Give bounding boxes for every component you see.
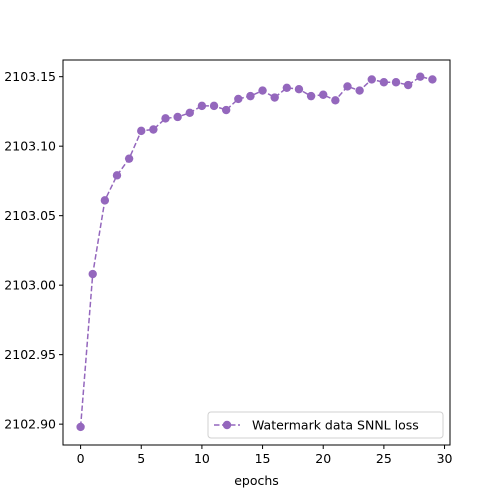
- x-tick-label: 0: [77, 451, 85, 466]
- data-point: [246, 91, 255, 101]
- data-point: [88, 269, 97, 279]
- x-tick-label: 30: [437, 451, 453, 466]
- axes-frame: [62, 59, 451, 446]
- legend-box: [207, 411, 444, 439]
- y-tick-label: 2103.10: [4, 139, 56, 154]
- y-tick-label: 2102.95: [4, 347, 56, 362]
- series-line: [79, 75, 433, 427]
- data-point: [149, 125, 158, 134]
- data-point: [234, 94, 243, 104]
- data-point: [270, 93, 279, 102]
- x-tick-label: 20: [315, 451, 331, 466]
- data-point: [379, 78, 389, 87]
- data-point: [416, 72, 425, 81]
- data-point: [282, 83, 292, 92]
- data-point: [173, 112, 182, 122]
- data-point: [100, 196, 110, 205]
- y-tick-label: 2102.90: [4, 417, 56, 432]
- data-point: [185, 108, 194, 118]
- x-tick-label: 10: [194, 451, 210, 466]
- plot-area: [76, 72, 437, 432]
- data-point: [306, 91, 316, 101]
- data-point: [403, 80, 413, 90]
- data-point: [76, 422, 85, 432]
- legend-marker: [222, 420, 232, 430]
- data-point: [319, 90, 328, 99]
- data-point: [112, 171, 122, 180]
- data-point: [367, 75, 376, 84]
- x-tick-label: 15: [255, 451, 271, 466]
- legend: Watermark data SNNL loss: [207, 411, 444, 439]
- data-point: [221, 105, 231, 115]
- data-point: [161, 114, 170, 123]
- y-tick-label: 2103.15: [4, 69, 56, 84]
- legend-label: Watermark data SNNL loss: [252, 418, 419, 433]
- x-axis-label: epochs: [234, 473, 279, 488]
- x-tick-label: 5: [137, 451, 145, 466]
- data-point: [137, 126, 146, 136]
- x-tick-label: 25: [376, 451, 392, 466]
- data-point: [209, 101, 219, 111]
- data-point: [258, 86, 267, 95]
- y-tick-label: 2103.00: [4, 278, 56, 293]
- data-point: [343, 82, 352, 91]
- data-point: [294, 84, 304, 94]
- data-point: [355, 86, 364, 95]
- data-point: [197, 101, 207, 111]
- y-tick-label: 2103.05: [4, 208, 56, 223]
- data-point: [428, 75, 437, 84]
- data-point: [391, 78, 401, 87]
- data-point: [124, 154, 134, 163]
- axes: 0 5 10 15 20 25 30 2102.90 2102.95 2103.00 2103.05…: [4, 59, 453, 488]
- data-point: [331, 96, 340, 105]
